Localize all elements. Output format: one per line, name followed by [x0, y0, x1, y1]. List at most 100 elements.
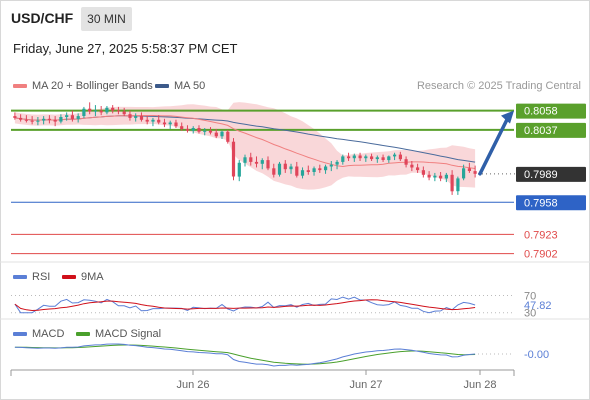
candle-body [358, 155, 362, 159]
candle-body [19, 117, 23, 120]
ma20-line [14, 115, 476, 169]
candle-body [289, 166, 293, 170]
rsi-swatch [13, 275, 27, 280]
resistance-tag [516, 122, 586, 138]
candle-body [364, 156, 368, 159]
level-lines [11, 109, 516, 255]
target-label: 0.7902 [524, 249, 558, 261]
candle-body [370, 156, 374, 160]
legend-ma20-label: MA 20 + Bollinger Bands [32, 80, 153, 92]
candle-body [13, 116, 17, 118]
macd-swatch [13, 332, 27, 337]
candle-body [324, 166, 328, 171]
candle-body [128, 114, 132, 118]
moving-averages [14, 115, 476, 169]
legend-macd: MACD [13, 328, 64, 340]
candle-body [295, 166, 299, 176]
candle-body [191, 128, 195, 131]
candle-body [53, 119, 57, 122]
candle-body [122, 111, 126, 115]
candle-body [134, 116, 138, 118]
candle-body [272, 168, 276, 175]
legend-rsi-label: RSI [32, 271, 51, 283]
legend-rsi: RSI [13, 271, 50, 283]
candle-body [243, 157, 247, 163]
candle-body [116, 110, 121, 112]
resistance-tag-label: 0.8058 [524, 106, 558, 118]
candle-body [231, 141, 236, 177]
legend-rsi-ma: 9MA [62, 271, 104, 283]
level-tags: 0.8058 0.8037 0.7989 0.7958 0.7923 0.7902 [516, 103, 586, 261]
legend-ma50-label: MA 50 [174, 80, 206, 92]
ma20-swatch [13, 84, 27, 89]
candle-body [312, 168, 316, 172]
rsi-value-label: 47.82 [524, 300, 552, 312]
forecast-arrow-head [501, 110, 514, 124]
candle-body [450, 174, 454, 192]
candle-body [88, 108, 92, 112]
candle-body [381, 157, 385, 160]
forecast-arrow-shaft [478, 115, 510, 176]
candle-body [203, 130, 207, 132]
current-tag-label: 0.7989 [524, 169, 558, 181]
candle-body [99, 110, 103, 113]
candle-body [59, 117, 63, 122]
candle-body [174, 122, 178, 127]
candle-body [456, 178, 460, 192]
candle-body [249, 157, 253, 162]
candle-body [427, 174, 431, 178]
candle-body [444, 174, 448, 179]
candle-body [416, 167, 420, 171]
candle-body [375, 157, 379, 160]
candle-body [341, 156, 345, 162]
candle-body [139, 116, 144, 120]
candle-body [214, 132, 218, 137]
candle-body [151, 119, 155, 122]
candle-body [76, 116, 80, 119]
legend-ma20: MA 20 + Bollinger Bands [13, 80, 153, 92]
macd-signal-line [14, 344, 476, 365]
legend-macd-label: MACD [32, 328, 65, 340]
rsi-ma-swatch [62, 275, 76, 280]
candle-body [65, 115, 69, 117]
candle-body [439, 175, 443, 179]
candle-body [410, 164, 414, 168]
candle-body [277, 163, 282, 175]
candle-body [404, 159, 408, 165]
legend-macd-signal: MACD Signal [76, 328, 161, 340]
candle-body [266, 160, 270, 169]
candle-body [70, 115, 74, 119]
candle-body [93, 110, 97, 112]
candle-body [82, 108, 86, 116]
candle-body [260, 160, 264, 164]
candle-body [387, 156, 391, 161]
current-tag [516, 166, 586, 182]
bollinger-band [14, 102, 476, 190]
macd-panel: -0.00 [14, 343, 549, 367]
timeframe-button[interactable]: 30 MIN [81, 7, 132, 31]
rsi-line [14, 296, 476, 314]
credit-text: Research © 2025 Trading Central [416, 80, 581, 92]
rsi-level-label: 30 [524, 308, 536, 320]
candle-body [30, 120, 34, 122]
resistance-tag [516, 103, 586, 119]
macd-value-label: -0.00 [524, 349, 549, 361]
timestamp: Friday, June 27, 2025 5:58:37 PM CET [13, 41, 238, 56]
candle-body [283, 163, 287, 170]
candle-body [473, 171, 477, 174]
candle-body [254, 161, 259, 164]
legend-macd-signal-label: MACD Signal [95, 328, 162, 340]
candle-body [318, 168, 322, 171]
support-tag [516, 195, 586, 211]
candle-body [105, 107, 109, 113]
resistance-tag-label: 0.8037 [524, 125, 558, 137]
candle-body [347, 156, 351, 159]
time-axis-label: Jun 28 [463, 379, 496, 391]
candle-body [462, 168, 466, 179]
rsi-level-label: 70 [524, 290, 536, 302]
candle-body [197, 128, 201, 132]
candle-body [180, 126, 184, 129]
candle-body [36, 120, 40, 122]
bollinger-band-fill [14, 102, 476, 190]
